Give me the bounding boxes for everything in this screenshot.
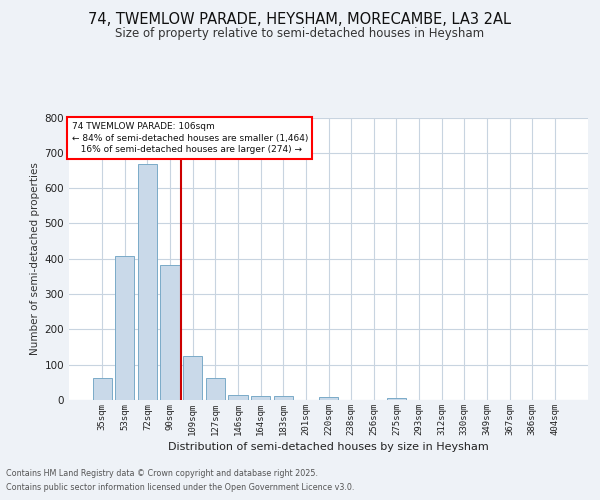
Bar xyxy=(92,378,112,400)
Bar xyxy=(115,256,134,400)
Bar xyxy=(183,356,202,400)
Text: Contains public sector information licensed under the Open Government Licence v3: Contains public sector information licen… xyxy=(6,484,355,492)
Bar xyxy=(138,164,157,400)
X-axis label: Distribution of semi-detached houses by size in Heysham: Distribution of semi-detached houses by … xyxy=(168,442,489,452)
Bar xyxy=(229,394,248,400)
Y-axis label: Number of semi-detached properties: Number of semi-detached properties xyxy=(31,162,40,355)
Bar xyxy=(160,265,180,400)
Bar xyxy=(206,378,225,400)
Bar xyxy=(387,398,406,400)
Bar xyxy=(251,396,270,400)
Text: Contains HM Land Registry data © Crown copyright and database right 2025.: Contains HM Land Registry data © Crown c… xyxy=(6,468,318,477)
Bar xyxy=(274,396,293,400)
Text: 74, TWEMLOW PARADE, HEYSHAM, MORECAMBE, LA3 2AL: 74, TWEMLOW PARADE, HEYSHAM, MORECAMBE, … xyxy=(89,12,511,28)
Bar xyxy=(319,397,338,400)
Text: Size of property relative to semi-detached houses in Heysham: Size of property relative to semi-detach… xyxy=(115,28,485,40)
Text: 74 TWEMLOW PARADE: 106sqm
← 84% of semi-detached houses are smaller (1,464)
   1: 74 TWEMLOW PARADE: 106sqm ← 84% of semi-… xyxy=(71,122,308,154)
